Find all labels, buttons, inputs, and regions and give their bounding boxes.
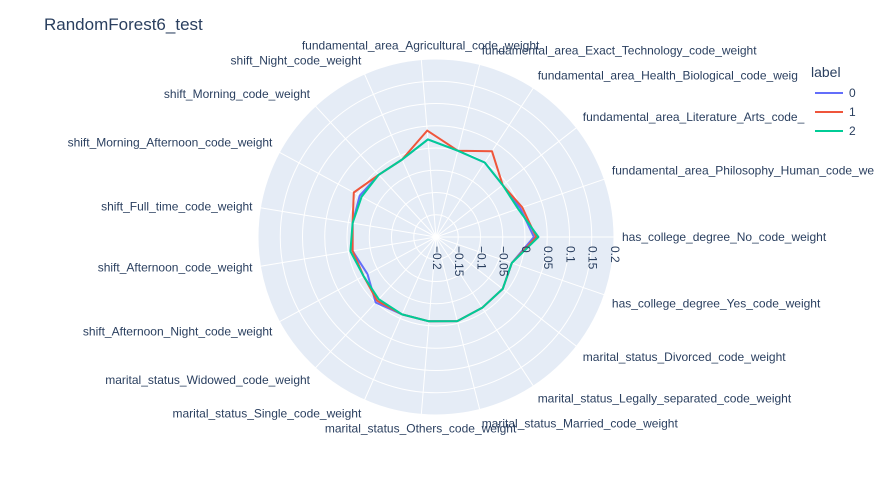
category-label: fundamental_area_Literature_Arts_code_ (583, 110, 805, 124)
category-label: fundamental_area_Health_Biological_code_… (538, 68, 798, 82)
legend-label-2[interactable]: 2 (849, 124, 856, 138)
grid-spoke (435, 236, 605, 296)
category-label: shift_Full_time_code_weight (101, 199, 253, 213)
legend: label 0 1 2 (811, 64, 856, 138)
grid-spoke (435, 236, 481, 410)
radial-tick-label: 0.15 (586, 246, 600, 270)
grid-spoke (279, 151, 437, 238)
category-label: shift_Morning_code_weight (164, 87, 311, 101)
grid-spoke (260, 236, 437, 267)
legend-label-1[interactable]: 1 (849, 105, 856, 119)
legend-label-0[interactable]: 0 (849, 86, 856, 100)
category-label: marital_status_Legally_separated_code_we… (538, 392, 792, 406)
radial-tick-label: −0.15 (452, 246, 466, 277)
angular-labels: has_college_degree_No_code_weight has_col… (68, 39, 875, 436)
radial-ticks: −0.2 −0.15 −0.1 −0.05 0 0.05 0.1 0.15 0.2 (430, 246, 622, 277)
category-label: marital_status_Married_code_weight (482, 416, 679, 430)
category-label: has_college_degree_No_code_weight (622, 230, 827, 244)
legend-title: label (811, 64, 841, 80)
category-label: shift_Afternoon_code_weight (98, 261, 253, 275)
category-label: shift_Night_code_weight (231, 54, 362, 68)
category-label: fundamental_area_Agricultural_code_weigh… (302, 39, 540, 53)
series-traces (349, 129, 540, 323)
category-label: fundamental_area_Exact_Technology_code_w… (482, 44, 758, 58)
category-label: shift_Morning_Afternoon_code_weight (68, 136, 273, 150)
grid-spoke (364, 73, 437, 238)
radial-tick-label: 0.2 (608, 246, 622, 263)
category-label: marital_status_Divorced_code_weight (583, 350, 786, 364)
series-line-2 (349, 138, 540, 323)
radial-tick-label: 0.05 (541, 246, 555, 270)
radial-tick-label: −0.05 (497, 246, 511, 277)
category-label: fundamental_area_Philosophy_Human_code_w… (612, 164, 875, 178)
grid-spoke (279, 236, 437, 323)
radial-tick-label: −0.1 (474, 246, 488, 270)
category-label: has_college_degree_Yes_code_weight (612, 296, 821, 310)
radial-tick-label: 0.1 (563, 246, 577, 263)
grid-spoke (315, 105, 437, 238)
chart-title: RandomForest6_test (44, 15, 203, 34)
grid-spoke (435, 236, 534, 387)
grid-spoke (435, 127, 577, 238)
radial-tick-label: 0 (519, 246, 533, 253)
grid-spoke (260, 207, 437, 238)
grid-spoke (420, 59, 437, 238)
category-label: marital_status_Others_code_weight (325, 421, 517, 435)
grid-spoke (435, 236, 577, 347)
category-label: marital_status_Widowed_code_weight (105, 373, 310, 387)
grid-spoke (420, 236, 437, 415)
category-label: marital_status_Single_code_weight (173, 406, 362, 420)
grid-spoke (364, 236, 437, 401)
radial-tick-label: −0.2 (430, 246, 444, 270)
category-label: shift_Afternoon_Night_code_weight (83, 325, 273, 339)
